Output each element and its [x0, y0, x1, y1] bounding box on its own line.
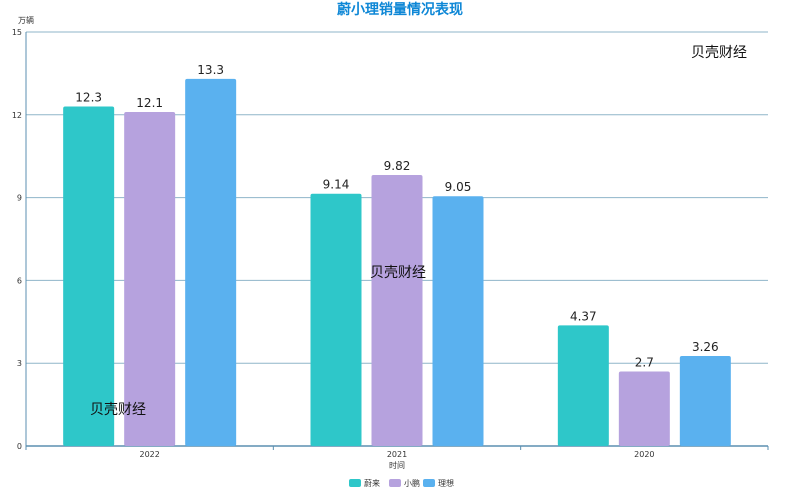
data-label: 13.3 [197, 63, 224, 77]
legend[interactable]: 蔚来 小鹏 理想 [349, 478, 454, 488]
legend-item[interactable]: 理想 [423, 478, 454, 488]
y-tick-label: 0 [17, 442, 22, 451]
bar[interactable] [618, 371, 670, 446]
bar[interactable] [310, 193, 362, 446]
legend-label: 蔚来 [364, 478, 380, 488]
bar[interactable] [185, 78, 237, 447]
x-tick-label: 2022 [139, 450, 159, 459]
x-axis-ticks: 2022 2021 2020 [25, 446, 769, 459]
data-label: 2.7 [635, 355, 654, 369]
bar[interactable] [371, 174, 423, 446]
x-tick-label: 2020 [634, 450, 654, 459]
x-axis-label: 时间 [389, 460, 405, 470]
watermark-top-right: 贝壳财经 [691, 45, 747, 61]
data-labels: 12.3 12.1 13.3 9.14 9.82 9.05 4.37 2.7 3.26 [75, 63, 718, 370]
data-label: 3.26 [692, 340, 719, 354]
x-tick-label: 2021 [387, 450, 407, 459]
y-axis-label: 万辆 [18, 15, 34, 25]
bar[interactable] [124, 112, 176, 446]
bar[interactable] [679, 356, 731, 446]
data-label: 9.05 [445, 180, 472, 194]
y-axis-ticks: 0 3 6 9 12 15 [12, 28, 22, 451]
chart-title: 蔚小理销量情况表现 [337, 1, 463, 18]
legend-label: 理想 [438, 478, 454, 488]
data-label: 9.82 [384, 159, 411, 173]
y-tick-label: 12 [12, 111, 22, 120]
y-tick-label: 15 [12, 28, 22, 37]
legend-swatch [389, 479, 401, 487]
legend-label: 小鹏 [404, 478, 420, 488]
bar[interactable] [63, 106, 115, 447]
legend-swatch [349, 479, 361, 487]
legend-item[interactable]: 蔚来 [349, 478, 380, 488]
data-label: 4.37 [570, 309, 597, 323]
watermark-center: 贝壳财经 [370, 265, 426, 281]
data-label: 12.1 [136, 96, 163, 110]
bar[interactable] [432, 196, 484, 446]
bar[interactable] [557, 325, 609, 446]
data-label: 12.3 [75, 91, 102, 105]
y-tick-label: 3 [17, 359, 22, 368]
legend-swatch [423, 479, 435, 487]
watermark-bottom-left: 贝壳财经 [90, 402, 146, 418]
bars [63, 78, 731, 447]
y-tick-label: 6 [17, 276, 22, 285]
legend-item[interactable]: 小鹏 [389, 478, 420, 488]
data-label: 9.14 [323, 178, 350, 192]
y-tick-label: 9 [17, 194, 22, 203]
